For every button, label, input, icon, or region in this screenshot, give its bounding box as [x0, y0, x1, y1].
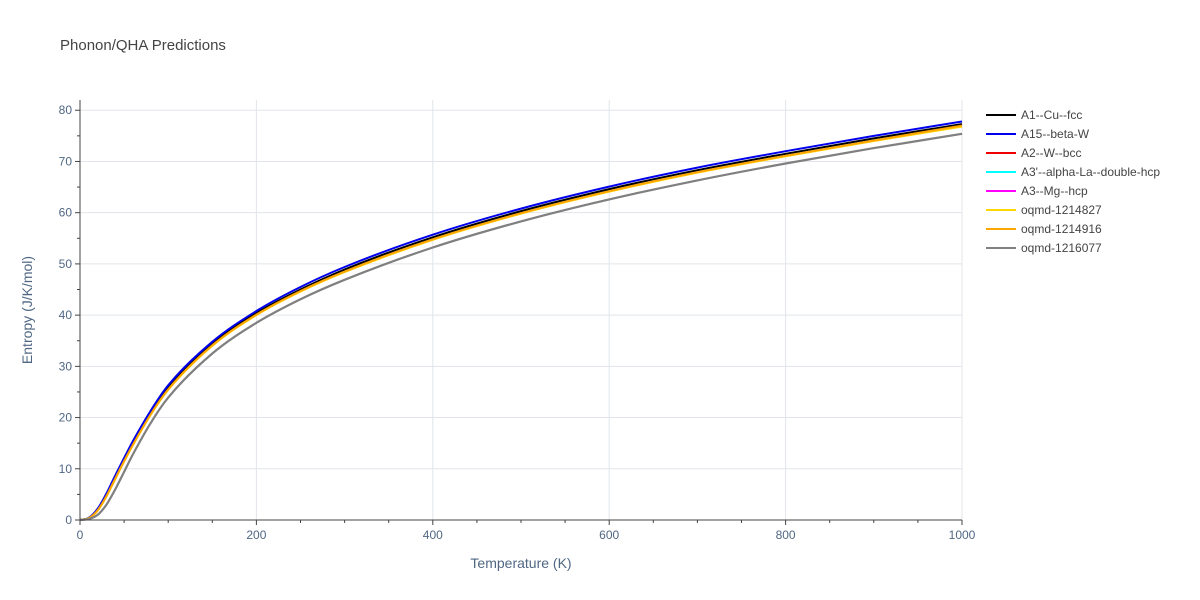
- series-line-a15-beta-w: [79, 120, 963, 521]
- legend-item-oqmd-1214827[interactable]: oqmd-1214827: [986, 203, 1102, 217]
- legend-label: A3'--alpha-La--double-hcp: [1021, 165, 1160, 179]
- gridlines: [80, 100, 963, 520]
- legend-item-a1-cu-fcc[interactable]: A1--Cu--fcc: [986, 108, 1082, 122]
- legend-item-a15-beta-w[interactable]: A15--beta-W: [986, 127, 1090, 141]
- plot-area: [79, 120, 963, 522]
- y-tick-label: 30: [59, 359, 73, 373]
- y-tick-label: 20: [59, 411, 73, 425]
- y-tick-label: 40: [59, 308, 73, 322]
- y-tick-label: 10: [59, 462, 73, 476]
- series-line-oqmd-1214916: [79, 124, 963, 521]
- x-axis-title: Temperature (K): [470, 555, 571, 571]
- y-tick-label: 80: [59, 103, 73, 117]
- legend-item-a2-w-bcc[interactable]: A2--W--bcc: [986, 146, 1081, 160]
- legend-label: oqmd-1214827: [1021, 203, 1102, 217]
- legend-item-oqmd-1214916[interactable]: oqmd-1214916: [986, 222, 1102, 236]
- legend-label: A1--Cu--fcc: [1021, 108, 1082, 122]
- legend-label: oqmd-1216077: [1021, 241, 1102, 255]
- chart-title: Phonon/QHA Predictions: [60, 37, 226, 54]
- x-tick-label: 0: [77, 528, 84, 542]
- x-tick-label: 600: [599, 528, 619, 542]
- y-tick-label: 60: [59, 206, 73, 220]
- y-tick-label: 70: [59, 154, 73, 168]
- legend[interactable]: A1--Cu--fcc A15--beta-W A2--W--bcc A3'--alp…: [986, 108, 1160, 255]
- series-line-oqmd-1214827: [79, 125, 963, 521]
- legend-item-a3-alpha-la-double-hcp[interactable]: A3'--alpha-La--double-hcp: [986, 165, 1160, 179]
- series-line-a1-cu-fcc: [79, 123, 963, 521]
- y-axis-title: Entropy (J/K/mol): [19, 256, 35, 364]
- legend-item-oqmd-1216077[interactable]: oqmd-1216077: [986, 241, 1102, 255]
- legend-item-a3-mg-hcp[interactable]: A3--Mg--hcp: [986, 184, 1088, 198]
- series-line-a2-w-bcc: [79, 133, 963, 521]
- x-tick-label: 800: [776, 528, 796, 542]
- legend-label: A3--Mg--hcp: [1021, 184, 1088, 198]
- legend-label: A15--beta-W: [1021, 127, 1090, 141]
- y-tick-label: 50: [59, 257, 73, 271]
- series-line-oqmd-1216077: [79, 132, 963, 522]
- legend-label: A2--W--bcc: [1021, 146, 1081, 160]
- legend-label: oqmd-1214916: [1021, 222, 1102, 236]
- x-tick-label: 400: [423, 528, 443, 542]
- x-tick-label: 1000: [949, 528, 976, 542]
- x-tick-label: 200: [246, 528, 266, 542]
- y-tick-label: 0: [65, 513, 72, 527]
- series-line-a3-alpha-la-double-hcp: [79, 133, 963, 521]
- series-line-a3-mg-hcp: [79, 133, 963, 521]
